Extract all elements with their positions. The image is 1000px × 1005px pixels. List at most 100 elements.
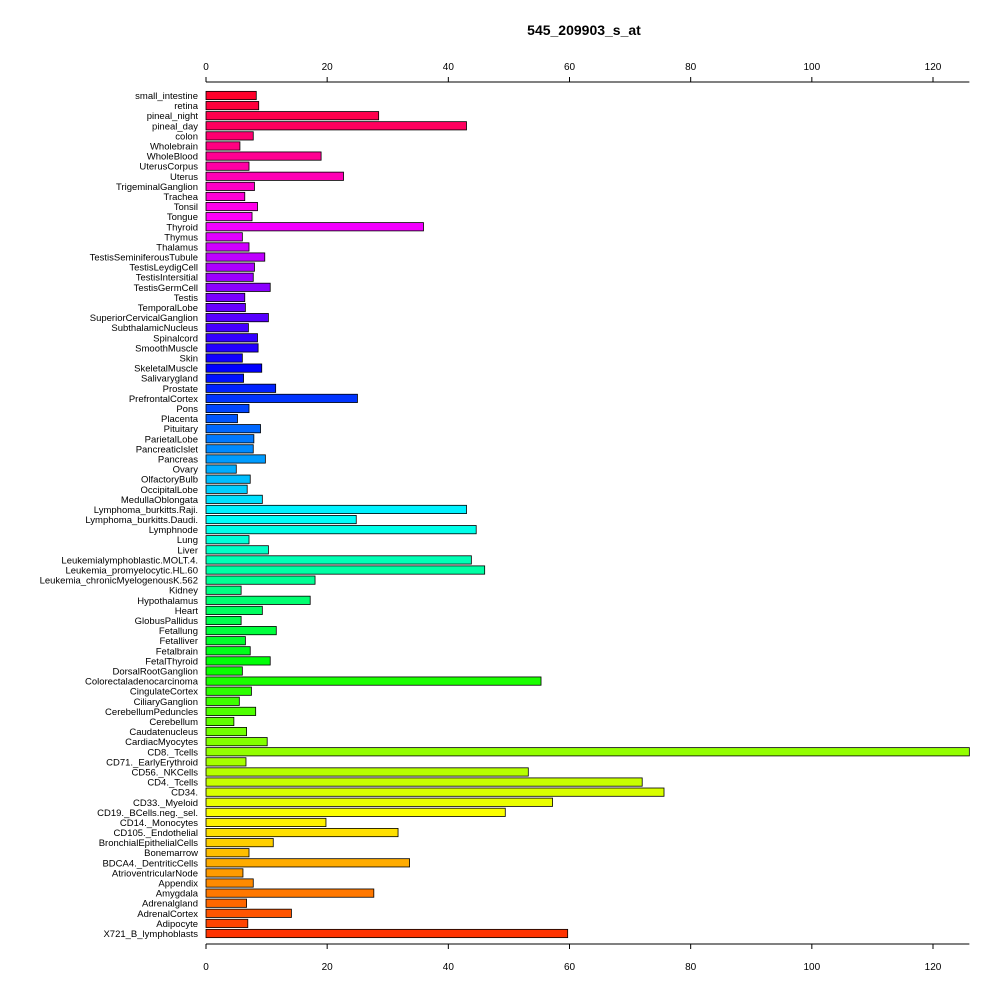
category-label-45: Liver — [177, 545, 198, 556]
category-label-9: TrigeminalGanglion — [116, 182, 198, 193]
bar-57 — [205, 666, 243, 676]
bar-68 — [205, 777, 643, 787]
bar-18 — [205, 272, 254, 282]
category-label-50: Hypothalamus — [137, 596, 198, 607]
category-label-67: CD56._NKCells — [131, 767, 198, 778]
bar-33 — [205, 424, 261, 434]
bottom-tick-label-20: 20 — [322, 962, 334, 973]
bar-29 — [205, 383, 277, 393]
category-label-65: CD8._Tcells — [147, 747, 198, 758]
category-label-2: pineal_night — [147, 111, 199, 122]
category-label-81: AdrenalCortex — [137, 909, 198, 920]
bar-25 — [205, 343, 259, 353]
bar-5 — [205, 141, 241, 151]
category-label-0: small_intestine — [135, 91, 198, 102]
bar-35 — [205, 444, 254, 454]
bar-73 — [205, 828, 399, 838]
category-label-5: Wholebrain — [150, 141, 198, 152]
category-label-34: ParietalLobe — [145, 434, 198, 445]
top-tick-label-0: 0 — [203, 62, 209, 73]
bottom-tick-label-0: 0 — [203, 962, 209, 973]
bar-78 — [205, 878, 254, 888]
category-label-63: Caudatenucleus — [129, 727, 198, 738]
category-label-75: Bonemarrow — [144, 848, 198, 859]
bar-46 — [205, 555, 472, 565]
category-label-66: CD71._EarlyErythroid — [106, 757, 198, 768]
bar-11 — [205, 202, 258, 212]
bar-19 — [205, 282, 271, 292]
bar-43 — [205, 525, 477, 535]
category-label-69: CD34. — [171, 788, 198, 799]
category-labels: small_intestineretinapineal_nightpineal_… — [40, 91, 199, 940]
category-label-26: Skin — [180, 354, 198, 365]
bottom-tick-label-40: 40 — [443, 962, 455, 973]
bar-60 — [205, 696, 240, 706]
bar-62 — [205, 716, 235, 727]
bar-9 — [205, 181, 255, 191]
category-label-40: MedullaOblongata — [121, 495, 199, 506]
category-label-82: Adipocyte — [156, 919, 198, 930]
bar-7 — [205, 161, 250, 171]
category-label-70: CD33._Myeloid — [133, 798, 198, 809]
bar-10 — [205, 191, 246, 202]
bar-51 — [205, 605, 263, 615]
bar-39 — [205, 484, 248, 494]
bar-55 — [205, 646, 251, 656]
bar-48 — [205, 575, 316, 585]
bar-59 — [205, 686, 252, 696]
category-label-16: TestisSeminiferousTubule — [90, 253, 198, 264]
bar-1 — [205, 101, 260, 111]
bar-53 — [205, 626, 277, 636]
top-tick-label-40: 40 — [443, 62, 455, 73]
category-label-32: Placenta — [161, 414, 199, 425]
bar-54 — [205, 636, 246, 646]
bar-37 — [205, 464, 237, 474]
bar-83 — [205, 928, 569, 939]
category-label-39: OccipitalLobe — [140, 485, 198, 496]
bar-22 — [205, 313, 269, 323]
bar-30 — [205, 393, 358, 403]
category-label-37: Ovary — [173, 465, 199, 476]
category-label-78: Appendix — [158, 879, 198, 890]
bar-52 — [205, 615, 242, 626]
category-label-4: colon — [175, 131, 198, 142]
bottom-axis: 0 20 40 60 80 100 120 — [203, 943, 970, 973]
category-label-57: DorsalRootGanglion — [112, 666, 198, 677]
bar-21 — [205, 302, 246, 313]
bottom-tick-label-120: 120 — [925, 962, 942, 973]
category-label-77: AtrioventricularNode — [112, 868, 198, 879]
category-label-23: SubthalamicNucleus — [111, 323, 198, 334]
bars-group — [205, 90, 970, 939]
bar-38 — [205, 474, 251, 484]
category-label-31: Pons — [176, 404, 198, 415]
bar-64 — [205, 737, 268, 747]
category-label-17: TestisLeydigCell — [129, 263, 198, 274]
category-label-72: CD14._Monocytes — [120, 818, 198, 829]
bar-82 — [205, 918, 249, 928]
bar-65 — [205, 747, 970, 757]
category-label-35: PancreaticIslet — [136, 444, 199, 455]
bar-42 — [205, 515, 357, 525]
bar-14 — [205, 232, 243, 242]
category-label-41: Lymphoma_burkitts.Raji. — [94, 505, 198, 516]
category-label-68: CD4._Tcells — [147, 778, 198, 789]
bar-31 — [205, 403, 250, 414]
category-label-55: Fetalbrain — [156, 646, 198, 657]
bar-50 — [205, 595, 311, 605]
chart-title: 545_209903_s_at — [527, 22, 641, 38]
category-label-11: Tonsil — [174, 202, 198, 213]
category-label-19: TestisGermCell — [134, 283, 198, 294]
category-label-30: PrefrontalCortex — [129, 394, 198, 405]
category-label-21: TemporalLobe — [138, 303, 198, 314]
category-label-25: SmoothMuscle — [135, 343, 198, 354]
category-label-73: CD105._Endothelial — [113, 828, 198, 839]
category-label-20: Testis — [174, 293, 199, 304]
bar-71 — [205, 807, 506, 817]
category-label-42: Lymphoma_burkitts.Daudi. — [85, 515, 198, 526]
bar-75 — [205, 848, 250, 858]
top-tick-label-20: 20 — [322, 62, 334, 73]
bar-47 — [205, 565, 486, 575]
category-label-80: Adrenalgland — [142, 899, 198, 910]
bar-13 — [205, 222, 424, 232]
